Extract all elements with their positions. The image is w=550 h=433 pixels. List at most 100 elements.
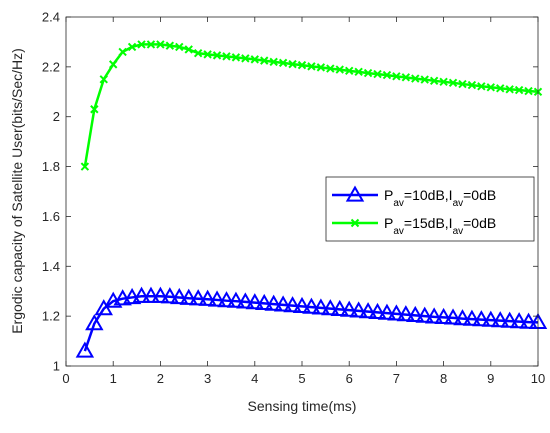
marker-stroke (127, 42, 137, 52)
data-point (255, 293, 274, 311)
data-point (217, 291, 236, 308)
marker-stroke (429, 76, 439, 86)
data-point (198, 289, 217, 306)
data-point (231, 53, 241, 62)
data-point (401, 73, 411, 82)
data-point (363, 68, 373, 78)
data-point (207, 290, 227, 307)
series-1 (75, 286, 548, 358)
x-tick-label: 6 (346, 371, 353, 386)
marker-stroke (203, 50, 212, 59)
y-tick-label: 1.4 (42, 259, 60, 274)
data-point (127, 42, 137, 52)
y-tick-label: 1 (53, 359, 60, 374)
data-point (241, 54, 250, 63)
data-point (80, 162, 90, 171)
y-tick-label: 2 (53, 109, 60, 124)
y-tick-label: 2.4 (42, 10, 60, 25)
data-point (339, 300, 359, 317)
data-point (358, 302, 378, 319)
data-point (321, 299, 340, 316)
marker-stroke (505, 85, 514, 94)
data-point (137, 40, 146, 49)
data-point (212, 51, 222, 60)
data-point (349, 301, 368, 318)
data-point (519, 312, 538, 329)
data-point (170, 287, 189, 305)
x-tick-label: 7 (393, 371, 400, 386)
marker-stroke (118, 47, 127, 57)
data-point (415, 306, 434, 323)
data-point (500, 311, 519, 328)
x-axis-label: Sensing time(ms) (248, 398, 357, 414)
marker-stroke (222, 52, 231, 61)
y-tick-label: 1.6 (42, 209, 60, 224)
marker-stroke (156, 40, 165, 49)
data-point (75, 341, 95, 358)
data-point (122, 287, 142, 305)
data-point (269, 57, 278, 67)
data-point (99, 75, 108, 84)
data-point (491, 311, 510, 328)
data-point (160, 287, 180, 304)
data-point (429, 76, 439, 86)
marker-stroke (260, 56, 269, 65)
data-point (481, 310, 501, 327)
marker-stroke (477, 82, 486, 91)
marker-stroke (439, 77, 448, 87)
data-point (387, 304, 406, 321)
data-point (288, 59, 297, 69)
x-tick-label: 10 (531, 371, 545, 386)
marker-stroke (250, 55, 260, 64)
marker-stroke (80, 162, 90, 171)
data-point (443, 308, 463, 325)
data-point (477, 82, 486, 91)
marker-stroke (350, 218, 360, 228)
data-point (165, 41, 175, 50)
marker-stroke (496, 84, 505, 93)
legend-marker (350, 218, 360, 228)
legend-subscript: av (393, 226, 404, 237)
data-point (203, 50, 212, 59)
legend-box (325, 176, 535, 242)
data-point (524, 86, 533, 96)
x-tick-label: 9 (487, 371, 494, 386)
data-point (118, 47, 127, 57)
legend-subscript: av (453, 226, 464, 237)
data-point (335, 65, 344, 74)
data-point (434, 307, 453, 325)
x-tick-label: 5 (298, 371, 305, 386)
legend-text: P (384, 215, 393, 231)
data-point (90, 105, 99, 114)
data-point (273, 295, 293, 312)
data-point (439, 77, 448, 87)
legend-text: =10dB,I (404, 187, 453, 203)
series-line (83, 294, 539, 352)
marker-stroke (212, 51, 222, 60)
marker-stroke (401, 73, 411, 82)
marker-stroke (297, 60, 307, 70)
data-point (108, 60, 118, 69)
data-point (472, 310, 491, 327)
data-point (179, 288, 198, 305)
data-point (453, 309, 472, 326)
marker-stroke (354, 67, 363, 77)
data-point (156, 40, 165, 49)
data-point (496, 84, 505, 93)
data-point (188, 289, 208, 306)
data-point (245, 293, 265, 310)
data-point (292, 296, 312, 314)
legend-marker (345, 185, 365, 202)
data-point (316, 63, 326, 72)
marker-stroke (165, 41, 175, 50)
marker-stroke (316, 63, 326, 72)
data-point (132, 286, 151, 303)
data-point (141, 286, 161, 303)
legend-label: Pav=10dB,Iav=0dB (384, 187, 496, 209)
marker-stroke (335, 65, 344, 74)
x-tick-label: 4 (251, 371, 258, 386)
marker-stroke (184, 45, 193, 54)
data-point (458, 79, 467, 89)
marker-stroke (373, 69, 382, 79)
